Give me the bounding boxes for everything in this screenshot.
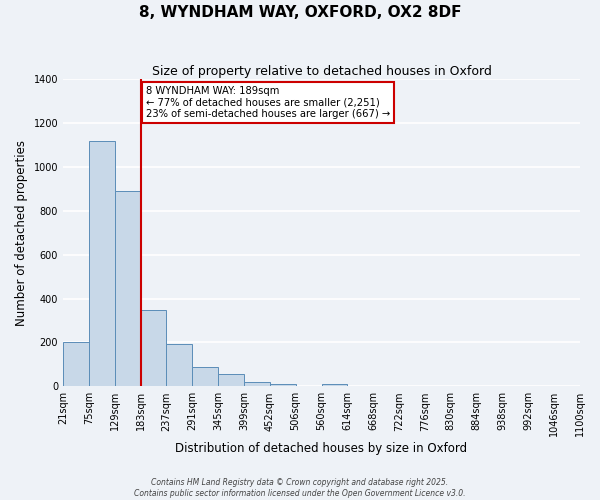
Text: 8 WYNDHAM WAY: 189sqm
← 77% of detached houses are smaller (2,251)
23% of semi-d: 8 WYNDHAM WAY: 189sqm ← 77% of detached … [146,86,390,119]
X-axis label: Distribution of detached houses by size in Oxford: Distribution of detached houses by size … [175,442,467,455]
Bar [166,344,192,386]
Text: Contains HM Land Registry data © Crown copyright and database right 2025.
Contai: Contains HM Land Registry data © Crown c… [134,478,466,498]
Text: 8, WYNDHAM WAY, OXFORD, OX2 8DF: 8, WYNDHAM WAY, OXFORD, OX2 8DF [139,5,461,20]
Bar [322,384,347,386]
Bar [192,366,218,386]
Bar [63,342,89,386]
Y-axis label: Number of detached properties: Number of detached properties [15,140,28,326]
Bar [218,374,244,386]
Bar [270,384,296,386]
Bar [89,140,115,386]
Bar [115,191,140,386]
Title: Size of property relative to detached houses in Oxford: Size of property relative to detached ho… [152,65,491,78]
Bar [244,382,270,386]
Bar [140,310,166,386]
